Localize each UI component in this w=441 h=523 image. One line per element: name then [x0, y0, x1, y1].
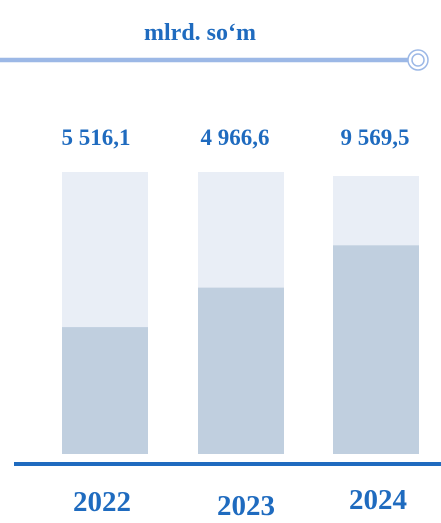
- value-label-2024: 9 569,5: [341, 125, 410, 150]
- value-label-2022: 5 516,1: [62, 125, 131, 150]
- bar-2024: [333, 245, 419, 454]
- year-label-2024: 2024: [349, 484, 407, 516]
- header-circle-icon: [407, 49, 429, 71]
- year-label-2023: 2023: [217, 490, 275, 522]
- bar-2023: [198, 287, 284, 454]
- bar-2022: [62, 327, 148, 454]
- unit-label: mlrd. so‘m: [144, 20, 256, 46]
- header-circle-inner: [411, 53, 425, 67]
- year-label-2022: 2022: [73, 486, 131, 518]
- value-label-2023: 4 966,6: [201, 125, 270, 150]
